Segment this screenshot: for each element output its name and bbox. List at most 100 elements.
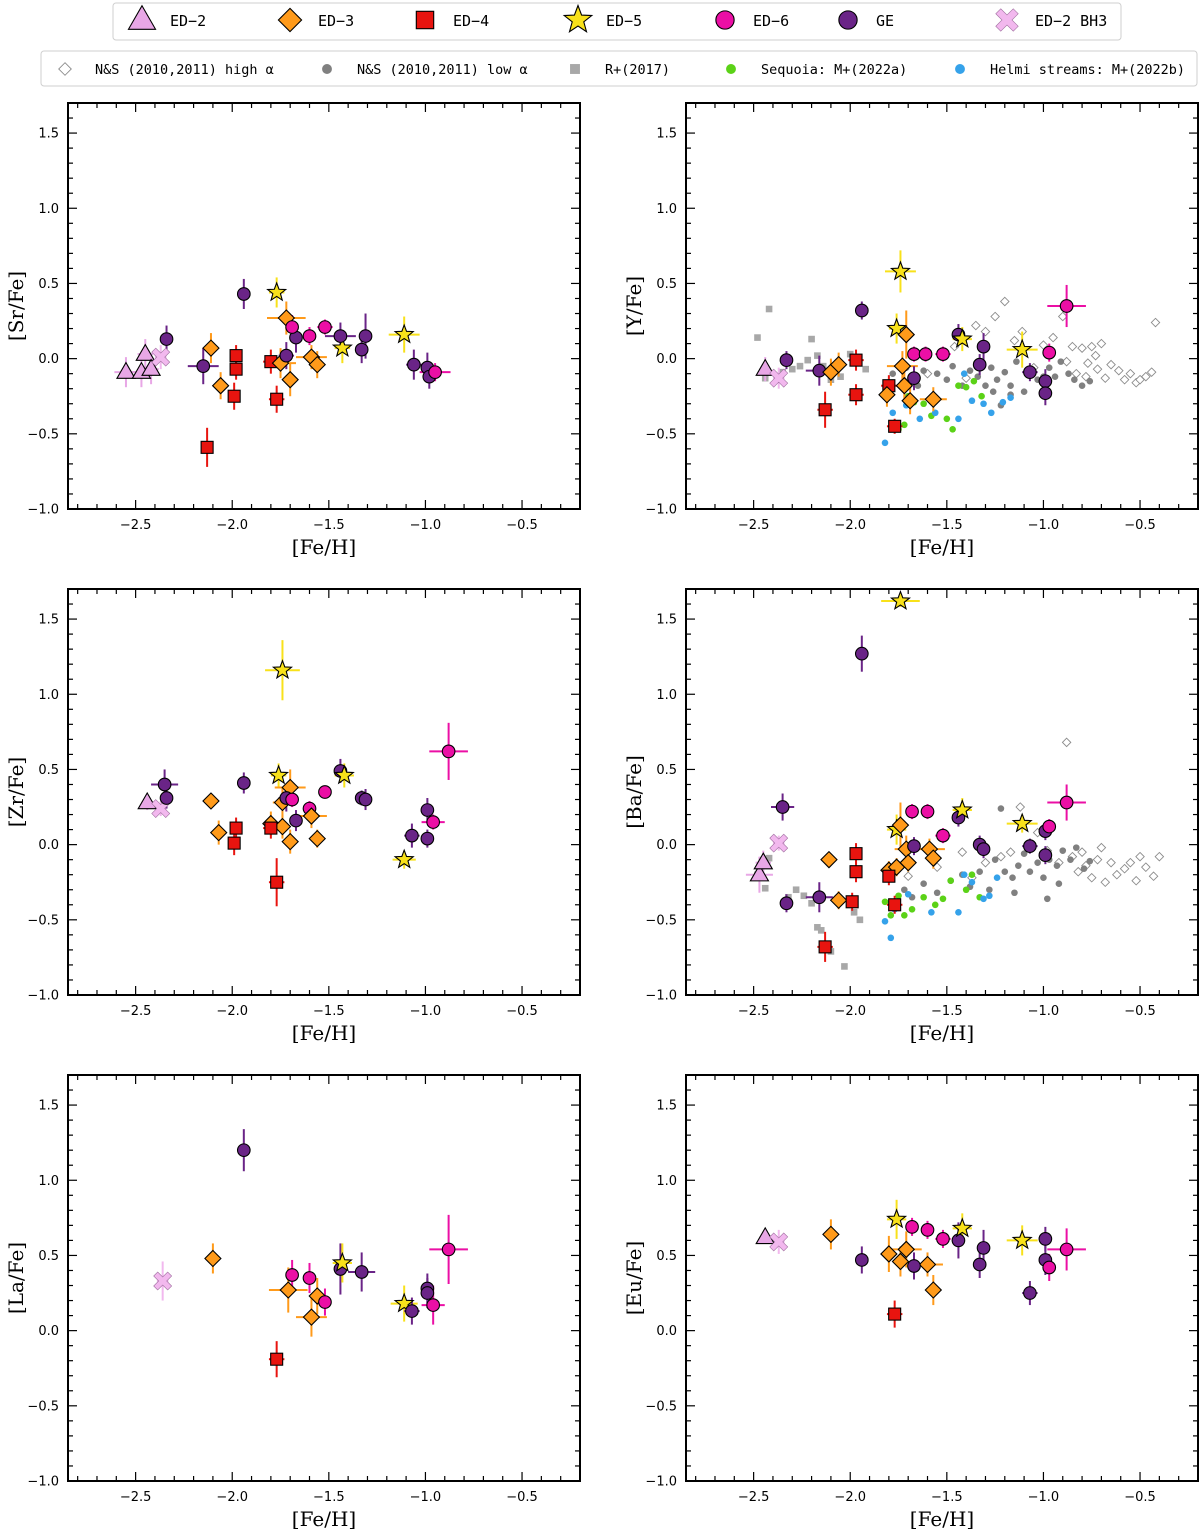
background-point	[947, 877, 954, 885]
data-point-ed-6	[1042, 1260, 1057, 1275]
x-axis: −2.5 −2.0 −1.5 −1.0 −0.5	[695, 589, 1199, 1019]
background-point	[962, 886, 970, 894]
y-tick-label: 1.5	[656, 613, 677, 628]
background-point	[1067, 856, 1074, 863]
data-point-ge	[779, 353, 794, 367]
legend-label-ed-5: ED−5	[606, 12, 642, 30]
background-point	[1086, 341, 1097, 352]
data-point-ed-3	[822, 1225, 840, 1244]
data-point-ed-2-bh3	[153, 1271, 173, 1291]
star-markers	[137, 659, 456, 889]
background-point	[1077, 847, 1087, 857]
background-point	[939, 895, 947, 903]
legend-marker-ed-3	[277, 7, 303, 33]
data-point-ed-6	[318, 1295, 332, 1309]
y-tick-label: −0.5	[27, 1399, 59, 1414]
data-point-ed-6	[936, 1232, 950, 1246]
data-point-ed-4	[270, 1352, 284, 1366]
data-point-ge	[854, 646, 869, 661]
data-point-ed-6	[920, 804, 935, 819]
y-tick-label: 0.5	[656, 277, 677, 292]
data-point-ge	[1023, 839, 1037, 853]
y-tick-label: 1.0	[656, 1174, 677, 1189]
x-axis-label: [Fe/H]	[910, 535, 974, 559]
background-point	[1071, 376, 1078, 383]
background-point	[1011, 889, 1018, 897]
data-point-ed-4	[264, 821, 278, 835]
legend-literature: N&S (2010,2011) high α N&S (2010,2011) lo…	[40, 50, 1198, 87]
data-point-ed-3	[897, 1240, 916, 1259]
data-point-ed-6	[302, 1271, 317, 1285]
data-point-ge	[279, 348, 294, 363]
background-point	[960, 370, 968, 377]
data-point-ge	[159, 791, 174, 805]
data-point-ed-3	[924, 1281, 943, 1299]
plot-frame	[67, 588, 581, 996]
y-tick-label: −0.5	[645, 427, 677, 442]
x-tick-label: −1.0	[1028, 518, 1060, 533]
y-tick-label: 0.5	[38, 1249, 59, 1264]
data-point-ed-6	[302, 329, 317, 343]
data-point-ed-5	[393, 323, 415, 344]
background-point	[968, 397, 976, 405]
x-tick-label: −2.0	[216, 1004, 248, 1019]
data-point-ed-3	[302, 807, 321, 825]
plot-area	[68, 1075, 580, 1481]
star-markers	[153, 1143, 456, 1366]
x-tick-label: −2.0	[216, 518, 248, 533]
y-tick-label: −0.5	[27, 913, 59, 928]
data-point-ed-4	[200, 440, 214, 454]
data-point-ed-3	[308, 829, 327, 848]
y-tick-label: 1.0	[38, 202, 59, 217]
data-point-ed-3	[897, 325, 916, 344]
data-point-ed-5	[271, 659, 293, 680]
y-tick-label: 1.5	[38, 1099, 59, 1114]
data-point-ed-3	[891, 816, 910, 834]
background-point	[1092, 854, 1103, 865]
x-tick-label: −1.5	[931, 1004, 963, 1019]
y-tick-label: −1.0	[645, 989, 677, 1004]
panel-sr-fe: −2.5 −2.0 −1.5 −1.0 −0.5 −1.0 −0.5 0.0 0.5 1.0 1.5…	[4, 102, 581, 559]
background-point	[991, 856, 999, 863]
legend-label-low_alpha: N&S (2010,2011) low α	[357, 62, 528, 78]
x-tick-label: −2.5	[738, 518, 770, 533]
data-point-ge	[354, 1265, 369, 1279]
x-tick-label: −1.0	[410, 1490, 442, 1505]
background-point	[1150, 317, 1161, 328]
legend-label-ed-4: ED−4	[453, 12, 489, 30]
legend-marker-low_alpha	[322, 64, 332, 74]
background-point	[1048, 332, 1058, 343]
background-point	[1106, 857, 1116, 868]
y-tick-label: 1.5	[656, 1099, 677, 1114]
background-series-high_alpha	[903, 737, 1165, 888]
background-point	[986, 892, 993, 900]
data-point-ed-2	[141, 358, 162, 376]
background-point	[1013, 358, 1020, 365]
panel-y-fe: −2.5 −2.0 −1.5 −1.0 −0.5 −1.0 −0.5 0.0 0.5 1.0 1.5…	[622, 102, 1199, 559]
data-point-ge	[405, 828, 419, 843]
data-point-ed-5	[1011, 338, 1033, 359]
data-point-ed-3	[281, 370, 299, 389]
x-tick-label: −2.5	[738, 1490, 770, 1505]
x-tick-label: −1.5	[313, 518, 345, 533]
data-point-ed-4	[818, 940, 832, 954]
y-tick-label: 0.0	[38, 838, 59, 853]
data-point-ed-6	[1042, 819, 1057, 834]
data-point-ed-2	[755, 1226, 776, 1245]
x-tick-label: −2.0	[834, 1490, 866, 1505]
y-axis: −1.0 −0.5 0.0 0.5 1.0 1.5	[645, 1074, 1198, 1490]
background-point	[1009, 874, 1016, 882]
y-axis: −1.0 −0.5 0.0 0.5 1.0 1.5	[645, 102, 1198, 518]
background-point	[862, 365, 869, 373]
background-point	[928, 908, 935, 916]
data-point-ge	[406, 357, 421, 372]
data-point-ed-3	[829, 355, 848, 374]
background-point	[1125, 368, 1136, 379]
x-tick-label: −0.5	[506, 1490, 538, 1505]
data-point-ed-4	[849, 847, 863, 861]
data-point-ge	[1023, 1286, 1037, 1300]
background-point	[987, 409, 995, 417]
data-point-ed-3	[918, 1255, 937, 1274]
data-point-ge	[420, 831, 435, 846]
